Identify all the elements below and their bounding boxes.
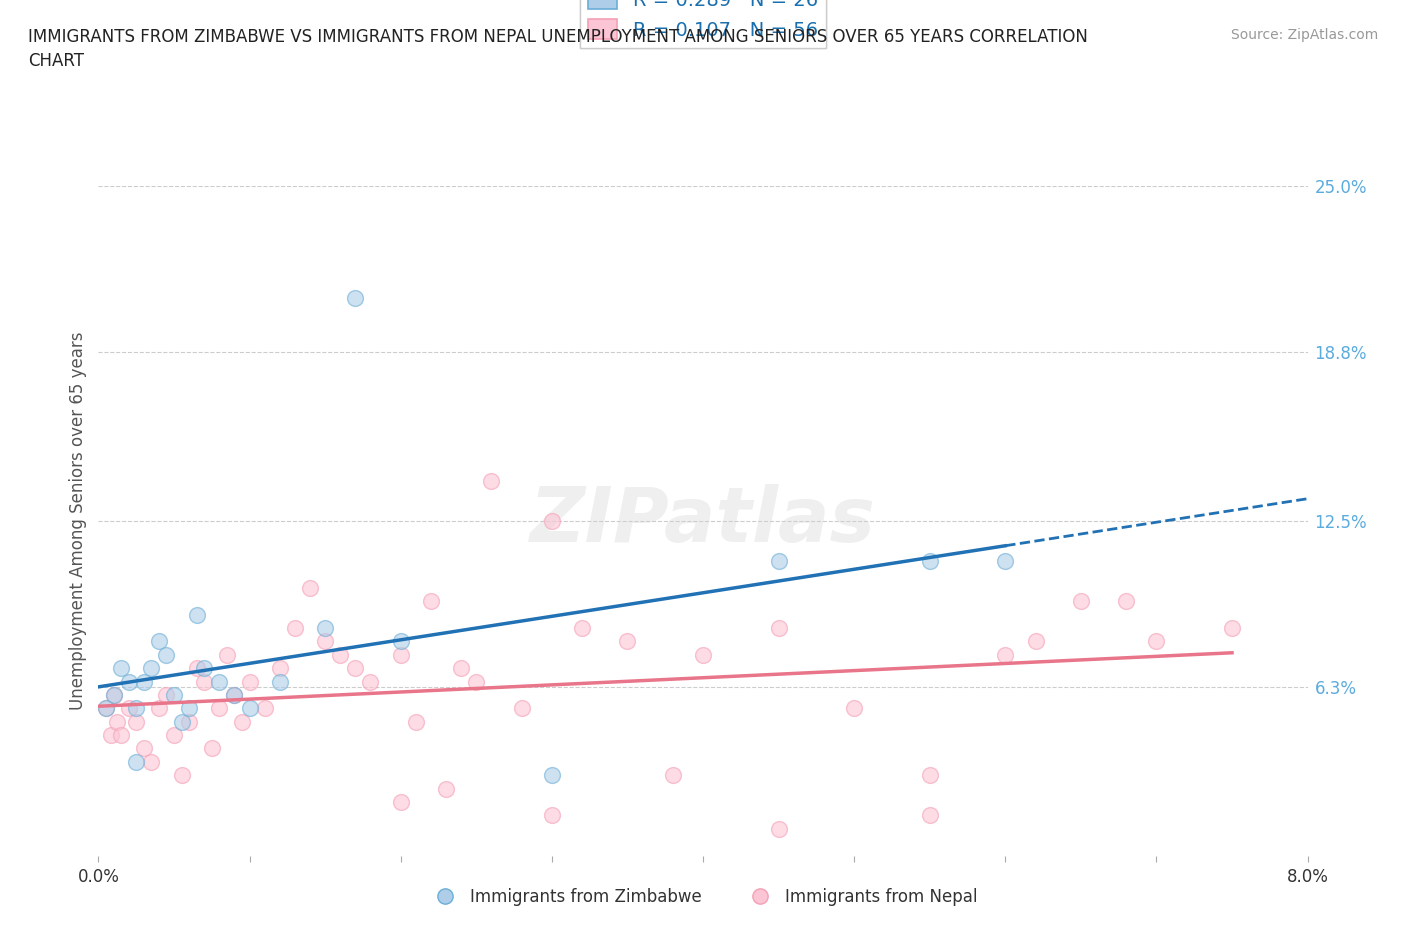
Point [844, 701, 866, 716]
Point [224, 687, 246, 702]
Point [389, 794, 412, 809]
Point [208, 674, 231, 689]
Point [269, 660, 291, 675]
Point [103, 687, 125, 702]
Point [155, 647, 177, 662]
Point [110, 660, 132, 675]
Point [662, 768, 685, 783]
Point [269, 674, 291, 689]
Y-axis label: Unemployment Among Seniors over 65 years: Unemployment Among Seniors over 65 years [69, 332, 87, 710]
Point [434, 781, 457, 796]
Point [314, 620, 336, 635]
Point [1146, 634, 1168, 649]
Point [170, 714, 193, 729]
Point [231, 714, 253, 729]
Point [215, 647, 238, 662]
Point [186, 607, 208, 622]
Point [1115, 593, 1137, 608]
Point [299, 580, 322, 595]
Point [510, 701, 533, 716]
Point [148, 701, 170, 716]
Point [155, 687, 177, 702]
Point [389, 634, 412, 649]
Point [344, 660, 367, 675]
Point [918, 768, 941, 783]
Point [541, 808, 564, 823]
Point [253, 701, 276, 716]
Point [1070, 593, 1092, 608]
Point [541, 513, 564, 528]
Point [110, 727, 132, 742]
Point [208, 701, 231, 716]
Point [344, 291, 367, 306]
Point [118, 701, 141, 716]
Text: Source: ZipAtlas.com: Source: ZipAtlas.com [1230, 28, 1378, 42]
Point [541, 768, 564, 783]
Legend: R = 0.289   N = 26, R = 0.107   N = 56: R = 0.289 N = 26, R = 0.107 N = 56 [581, 0, 825, 47]
Point [141, 660, 163, 675]
Point [420, 593, 443, 608]
Point [1024, 634, 1046, 649]
Point [465, 674, 488, 689]
Point [179, 714, 201, 729]
Point [360, 674, 382, 689]
Point [105, 714, 128, 729]
Point [125, 701, 148, 716]
Point [94, 701, 117, 716]
Point [450, 660, 472, 675]
Point [170, 768, 193, 783]
Point [692, 647, 714, 662]
Text: IMMIGRANTS FROM ZIMBABWE VS IMMIGRANTS FROM NEPAL UNEMPLOYMENT AMONG SENIORS OVE: IMMIGRANTS FROM ZIMBABWE VS IMMIGRANTS F… [28, 28, 1088, 70]
Point [329, 647, 352, 662]
Point [918, 553, 941, 568]
Point [141, 754, 163, 769]
Point [125, 754, 148, 769]
Point [94, 701, 117, 716]
Point [389, 647, 412, 662]
Point [163, 687, 186, 702]
Point [148, 634, 170, 649]
Point [768, 620, 790, 635]
Point [405, 714, 427, 729]
Point [100, 727, 122, 742]
Point [768, 821, 790, 836]
Point [284, 620, 307, 635]
Point [179, 701, 201, 716]
Point [103, 687, 125, 702]
Point [481, 473, 503, 488]
Point [132, 741, 155, 756]
Point [616, 634, 638, 649]
Point [994, 553, 1017, 568]
Point [918, 808, 941, 823]
Point [132, 674, 155, 689]
Point [163, 727, 186, 742]
Legend: Immigrants from Zimbabwe, Immigrants from Nepal: Immigrants from Zimbabwe, Immigrants fro… [422, 881, 984, 912]
Point [239, 701, 262, 716]
Point [118, 674, 141, 689]
Point [314, 634, 336, 649]
Point [193, 674, 215, 689]
Point [186, 660, 208, 675]
Point [193, 660, 215, 675]
Point [1220, 620, 1243, 635]
Point [201, 741, 224, 756]
Point [224, 687, 246, 702]
Point [571, 620, 593, 635]
Point [125, 714, 148, 729]
Point [994, 647, 1017, 662]
Point [239, 674, 262, 689]
Text: ZIPatlas: ZIPatlas [530, 484, 876, 558]
Point [768, 553, 790, 568]
